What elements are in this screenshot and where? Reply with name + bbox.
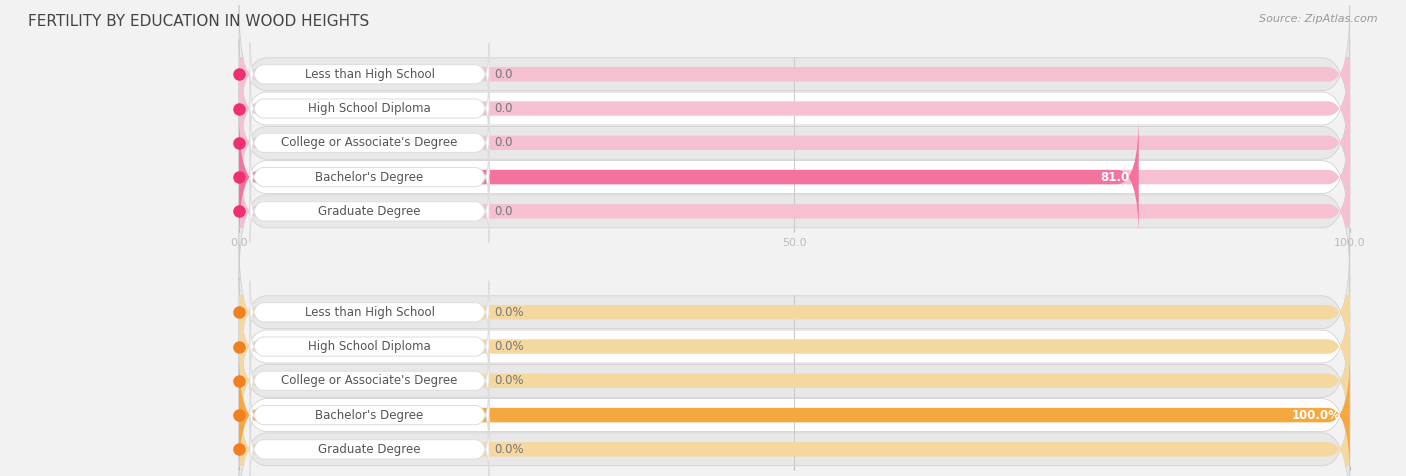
Text: 100.0%: 100.0% — [1292, 408, 1341, 422]
FancyBboxPatch shape — [239, 5, 1350, 143]
Text: Graduate Degree: Graduate Degree — [318, 205, 420, 218]
FancyBboxPatch shape — [250, 281, 489, 344]
Text: College or Associate's Degree: College or Associate's Degree — [281, 374, 458, 387]
Text: College or Associate's Degree: College or Associate's Degree — [281, 136, 458, 149]
FancyBboxPatch shape — [250, 315, 489, 378]
FancyBboxPatch shape — [239, 116, 1139, 238]
FancyBboxPatch shape — [239, 13, 1350, 136]
Text: 0.0: 0.0 — [495, 102, 513, 115]
FancyBboxPatch shape — [239, 47, 1350, 170]
FancyBboxPatch shape — [239, 346, 1350, 476]
FancyBboxPatch shape — [250, 349, 489, 412]
FancyBboxPatch shape — [239, 319, 1350, 442]
Text: Less than High School: Less than High School — [305, 306, 434, 319]
FancyBboxPatch shape — [239, 388, 1350, 476]
FancyBboxPatch shape — [239, 312, 1350, 450]
Text: High School Diploma: High School Diploma — [308, 102, 430, 115]
Text: 0.0: 0.0 — [495, 205, 513, 218]
Text: 0.0%: 0.0% — [495, 443, 524, 456]
FancyBboxPatch shape — [239, 74, 1350, 212]
Text: 81.0: 81.0 — [1101, 170, 1130, 184]
FancyBboxPatch shape — [239, 81, 1350, 204]
Text: 0.0%: 0.0% — [495, 374, 524, 387]
FancyBboxPatch shape — [239, 354, 1350, 476]
FancyBboxPatch shape — [250, 43, 489, 106]
Text: 0.0%: 0.0% — [495, 306, 524, 319]
Text: Bachelor's Degree: Bachelor's Degree — [315, 408, 423, 422]
Text: 0.0: 0.0 — [495, 68, 513, 81]
FancyBboxPatch shape — [239, 354, 1350, 476]
FancyBboxPatch shape — [250, 111, 489, 174]
FancyBboxPatch shape — [250, 77, 489, 140]
FancyBboxPatch shape — [250, 146, 489, 208]
FancyBboxPatch shape — [239, 251, 1350, 374]
FancyBboxPatch shape — [239, 116, 1350, 238]
FancyBboxPatch shape — [239, 285, 1350, 408]
Text: 0.0: 0.0 — [495, 136, 513, 149]
Text: FERTILITY BY EDUCATION IN WOOD HEIGHTS: FERTILITY BY EDUCATION IN WOOD HEIGHTS — [28, 14, 370, 30]
FancyBboxPatch shape — [239, 108, 1350, 246]
FancyBboxPatch shape — [239, 380, 1350, 476]
FancyBboxPatch shape — [239, 150, 1350, 273]
Text: 0.0%: 0.0% — [495, 340, 524, 353]
FancyBboxPatch shape — [239, 142, 1350, 280]
Text: High School Diploma: High School Diploma — [308, 340, 430, 353]
FancyBboxPatch shape — [239, 243, 1350, 381]
Text: Source: ZipAtlas.com: Source: ZipAtlas.com — [1260, 14, 1378, 24]
Text: Less than High School: Less than High School — [305, 68, 434, 81]
FancyBboxPatch shape — [239, 40, 1350, 178]
Text: Bachelor's Degree: Bachelor's Degree — [315, 170, 423, 184]
FancyBboxPatch shape — [250, 180, 489, 243]
FancyBboxPatch shape — [250, 384, 489, 446]
FancyBboxPatch shape — [250, 418, 489, 476]
FancyBboxPatch shape — [239, 278, 1350, 416]
Text: Graduate Degree: Graduate Degree — [318, 443, 420, 456]
